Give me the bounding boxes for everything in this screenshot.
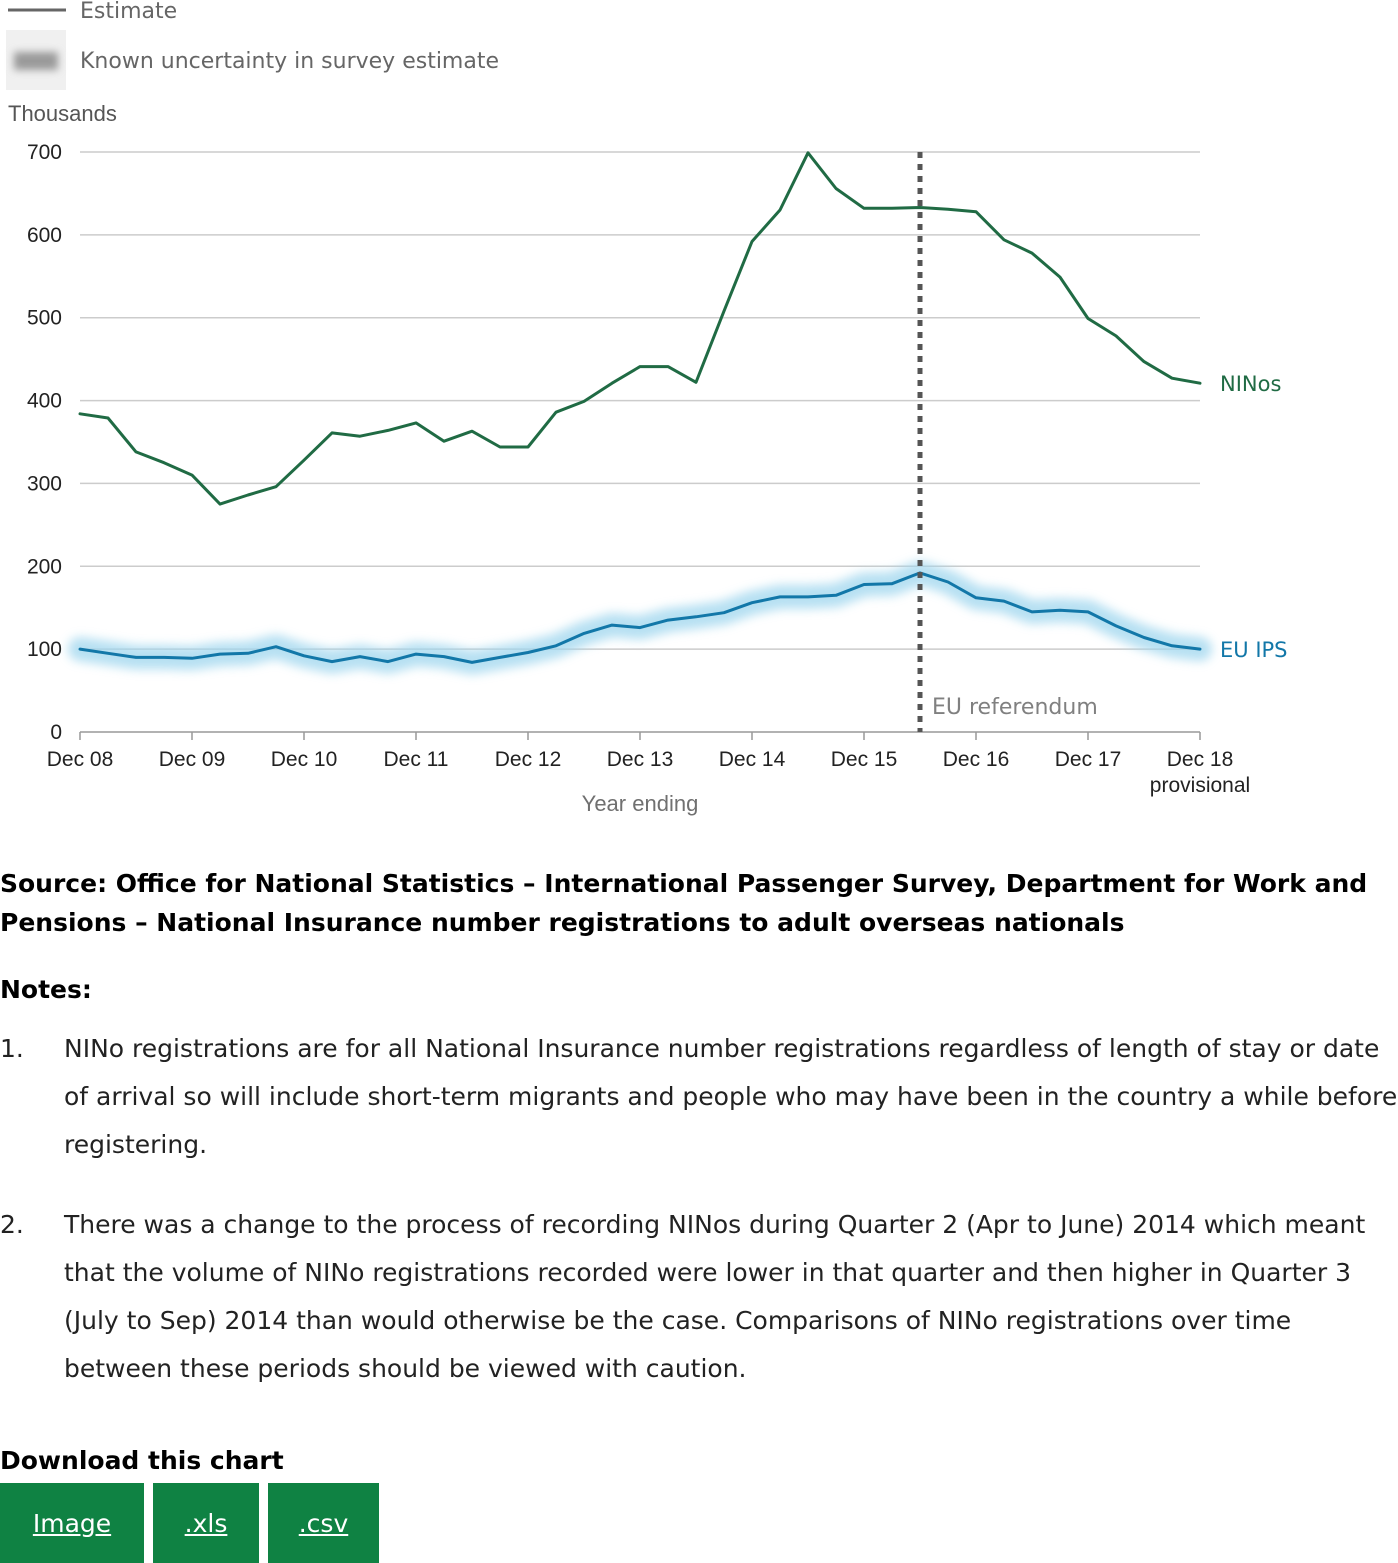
- download-xls-button[interactable]: .xls: [153, 1483, 259, 1563]
- note-text: There was a change to the process of rec…: [64, 1210, 1366, 1383]
- y-tick-label: 100: [27, 638, 62, 661]
- x-tick-label: Dec 15: [831, 748, 898, 771]
- x-axis: Dec 08 Dec 09 Dec 10 Dec 11 Dec 12 Dec 13 Dec …: [47, 731, 1250, 797]
- series-lines: [78, 151, 1202, 664]
- series-labels: NINos EU IPS: [1220, 372, 1288, 662]
- y-tick-label: 0: [50, 721, 62, 744]
- x-tick-label: Dec 16: [943, 748, 1010, 771]
- x-tick-label: Dec 10: [271, 748, 338, 771]
- legend-estimate-label: Estimate: [80, 0, 177, 24]
- legend-uncertainty-swatch: [14, 52, 58, 70]
- eu-ips-series-label: EU IPS: [1220, 638, 1288, 662]
- eu-ips-line: [78, 571, 1202, 664]
- y-tick-label: 500: [27, 307, 62, 330]
- note-item: 1. NINo registrations are for all Nation…: [0, 1025, 1398, 1169]
- note-text: NINo registrations are for all National …: [64, 1034, 1398, 1159]
- download-title: Download this chart: [0, 1446, 284, 1475]
- x-tick-label: Dec 18: [1167, 748, 1234, 771]
- y-tick-label: 200: [27, 555, 62, 578]
- y-tick-label: 300: [27, 472, 62, 495]
- note-item: 2. There was a change to the process of …: [0, 1201, 1398, 1393]
- download-image-button[interactable]: Image: [0, 1483, 144, 1563]
- x-tick-label: Dec 12: [495, 748, 562, 771]
- eu-referendum-label: EU referendum: [932, 695, 1098, 720]
- y-tick-label: 600: [27, 224, 62, 247]
- line-chart: Estimate Known uncertainty in survey est…: [6, 0, 1288, 816]
- x-tick-label: Dec 13: [607, 748, 674, 771]
- y-tick-label: 700: [27, 141, 62, 164]
- annotations: EU referendum: [917, 152, 1098, 732]
- legend-uncertainty-label: Known uncertainty in survey estimate: [80, 49, 499, 74]
- y-axis-ticks: 0 100 200 300 400 500 600 700: [27, 141, 62, 744]
- x-tick-label: Dec 17: [1055, 748, 1122, 771]
- x-tick-label: Dec 14: [719, 748, 786, 771]
- notes-title: Notes:: [0, 975, 92, 1004]
- y-tick-label: 400: [27, 390, 62, 413]
- chart-source: Source: Office for National Statistics –…: [0, 869, 1368, 937]
- ninos-series-label: NINos: [1220, 372, 1281, 396]
- x-tick-label: Dec 08: [47, 748, 114, 771]
- download-csv-button[interactable]: .csv: [268, 1483, 379, 1563]
- x-tick-sublabel: provisional: [1150, 774, 1250, 797]
- gridlines: [80, 151, 1200, 650]
- y-axis-title: Thousands: [8, 101, 117, 126]
- x-tick-label: Dec 09: [159, 748, 226, 771]
- x-axis-title: Year ending: [582, 791, 699, 816]
- note-number: 2.: [0, 1210, 24, 1239]
- note-number: 1.: [0, 1034, 24, 1063]
- x-tick-label: Dec 11: [384, 748, 449, 771]
- ninos-line: [78, 151, 1202, 506]
